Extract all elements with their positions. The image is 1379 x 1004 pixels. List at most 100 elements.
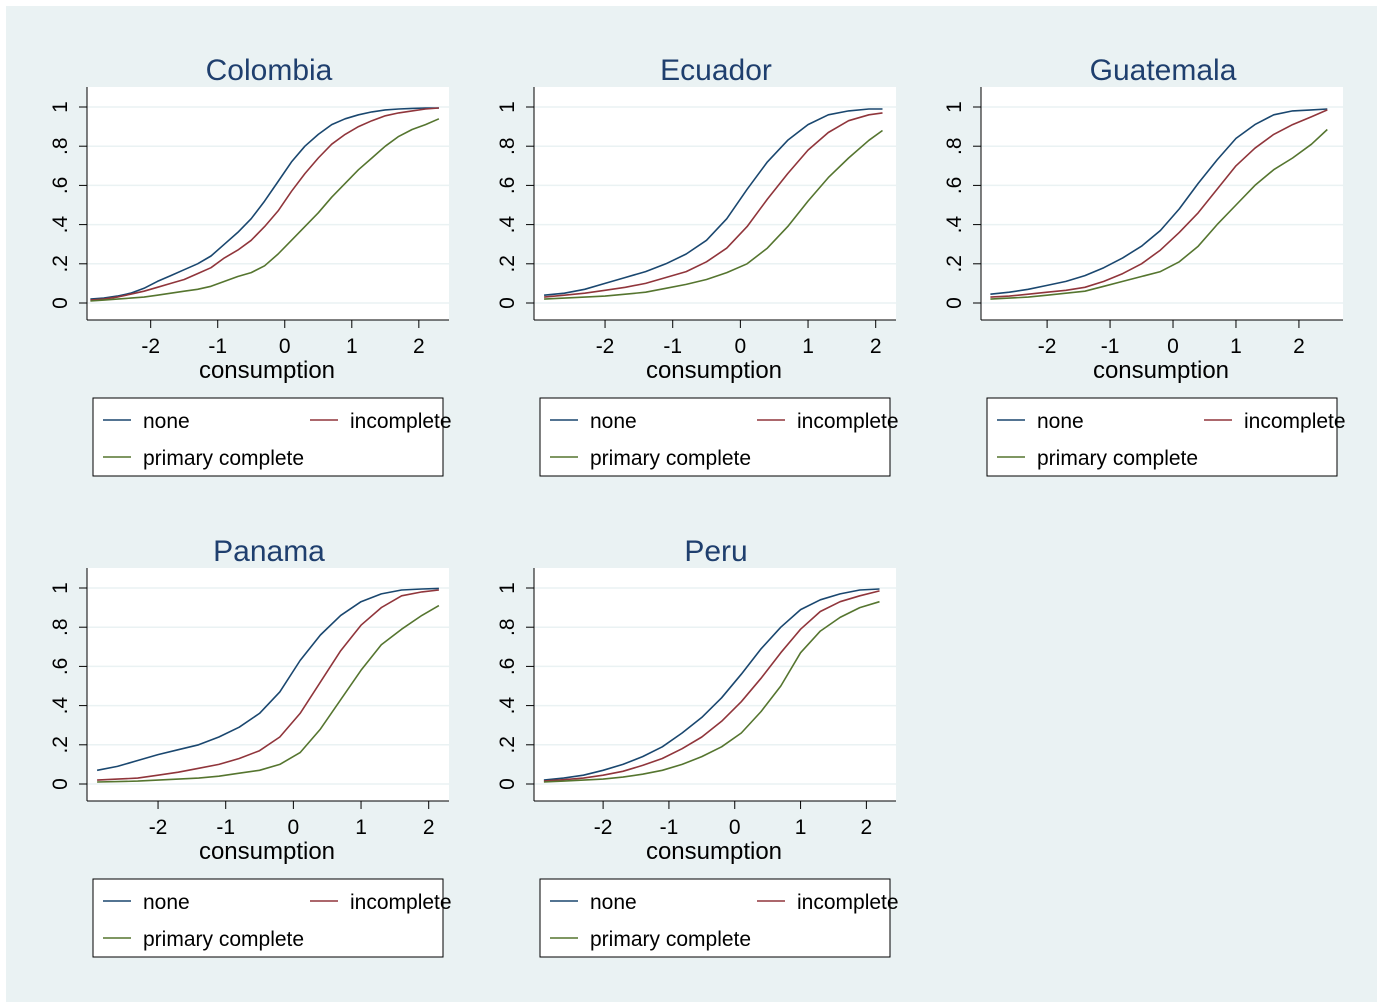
panel-panama: Panama 0 .2 .4 .6 .8 1 -2 -1 0 1 2 consumption none in… [49,535,452,958]
panel-title: Guatemala [1090,54,1237,87]
legend: none incomplete primary complete [539,878,899,958]
x-tick-label: 0 [1167,335,1179,358]
y-tick-label: .6 [49,177,72,195]
legend-label: none [143,891,190,914]
y-tick-label: .8 [496,618,519,636]
series-line-incomplete [90,107,439,301]
chart-figure: Colombia 0 .2 .4 .6 .8 1 -2 -1 0 1 2 consumption none… [49,54,1346,958]
x-axis-label: consumption [199,838,335,865]
legend-label: primary complete [143,928,304,951]
panel-title: Panama [213,535,325,568]
y-tick-label: .8 [496,137,519,155]
y-tick-label: .4 [496,216,519,234]
y-tick-label: 0 [496,297,519,309]
x-tick-label: 1 [346,335,358,358]
x-tick-label: 0 [735,335,747,358]
legend-box [986,397,1338,477]
series-line-incomplete [544,112,883,298]
x-axis-label: consumption [1093,357,1229,384]
x-tick-label: 2 [861,816,873,839]
plot-area [87,568,449,801]
panel-ecuador: Ecuador 0 .2 .4 .6 .8 1 -2 -1 0 1 2 consumption none i… [496,54,899,477]
x-tick-label: 1 [355,816,367,839]
x-tick-label: 1 [802,335,814,358]
panel-title: Colombia [206,54,333,87]
y-tick-label: 0 [49,778,72,790]
x-tick-label: 2 [413,335,425,358]
series-line-none [96,587,439,772]
x-tick-label: -1 [1101,335,1120,358]
x-tick-label: -2 [596,335,615,358]
series-line-none [544,108,883,296]
y-tick-label: .4 [49,216,72,234]
x-tick-label: -1 [660,816,679,839]
y-tick-label: 0 [943,297,966,309]
figure-background: Colombia 0 .2 .4 .6 .8 1 -2 -1 0 1 2 consumption none… [6,6,1377,1002]
x-tick-label: 2 [423,816,435,839]
series-line-primary-complete [543,600,880,783]
y-tick-label: .2 [49,255,72,273]
legend-box [92,878,444,958]
y-tick-label: .4 [49,697,72,715]
y-tick-label: .2 [49,736,72,754]
y-tick-label: 0 [496,778,519,790]
series-line-incomplete [97,589,439,781]
legend-label: none [590,891,637,914]
legend: none incomplete primary complete [92,878,452,958]
legend-label: primary complete [1037,447,1198,470]
y-tick-label: 1 [496,582,519,594]
x-axis-label: consumption [646,357,782,384]
x-tick-label: 0 [279,335,291,358]
series-line-incomplete [990,109,1328,298]
series-line-incomplete [543,590,880,782]
panel-title: Ecuador [660,54,772,87]
panel-guatemala: Guatemala 0 .2 .4 .6 .8 1 -2 -1 0 1 2 consumption non… [943,54,1346,477]
x-axis-label: consumption [646,838,782,865]
legend-label: incomplete [1244,410,1346,433]
series-line-primary-complete [90,118,440,302]
series-line-none [543,588,880,781]
x-axis-label: consumption [199,357,335,384]
x-tick-label: -2 [149,816,168,839]
legend-label: primary complete [590,447,751,470]
legend: none incomplete primary complete [92,397,452,477]
legend-box [539,397,891,477]
x-tick-label: 2 [870,335,882,358]
x-tick-label: -1 [208,335,227,358]
y-tick-label: 1 [49,582,72,594]
y-tick-label: .6 [943,177,966,195]
x-tick-label: -2 [594,816,613,839]
x-tick-label: 1 [795,816,807,839]
panel-peru: Peru 0 .2 .4 .6 .8 1 -2 -1 0 1 2 consumption none inco… [496,535,899,958]
y-tick-label: .2 [943,255,966,273]
x-tick-label: -1 [663,335,682,358]
plot-area [534,87,896,320]
legend-label: incomplete [350,891,452,914]
plot-area [87,87,449,320]
legend-label: none [590,410,637,433]
legend: none incomplete primary complete [539,397,899,477]
y-tick-label: .2 [496,255,519,273]
x-tick-label: -1 [216,816,235,839]
y-tick-label: 0 [49,297,72,309]
legend-box [539,878,891,958]
x-tick-label: -2 [1038,335,1057,358]
y-tick-label: .4 [496,697,519,715]
y-tick-label: 1 [49,101,72,113]
panel-colombia: Colombia 0 .2 .4 .6 .8 1 -2 -1 0 1 2 consumption none… [49,54,452,477]
legend-label: none [1037,410,1084,433]
legend-label: none [143,410,190,433]
y-tick-label: 1 [943,101,966,113]
y-tick-label: .6 [496,177,519,195]
y-tick-label: .6 [49,658,72,676]
y-tick-label: .2 [496,736,519,754]
y-tick-label: .8 [943,137,966,155]
y-tick-label: .8 [49,137,72,155]
series-line-primary-complete [990,128,1328,300]
legend-label: primary complete [143,447,304,470]
legend: none incomplete primary complete [986,397,1346,477]
x-tick-label: 2 [1293,335,1305,358]
y-tick-label: .4 [943,216,966,234]
x-tick-label: -2 [141,335,160,358]
y-tick-label: .6 [496,658,519,676]
